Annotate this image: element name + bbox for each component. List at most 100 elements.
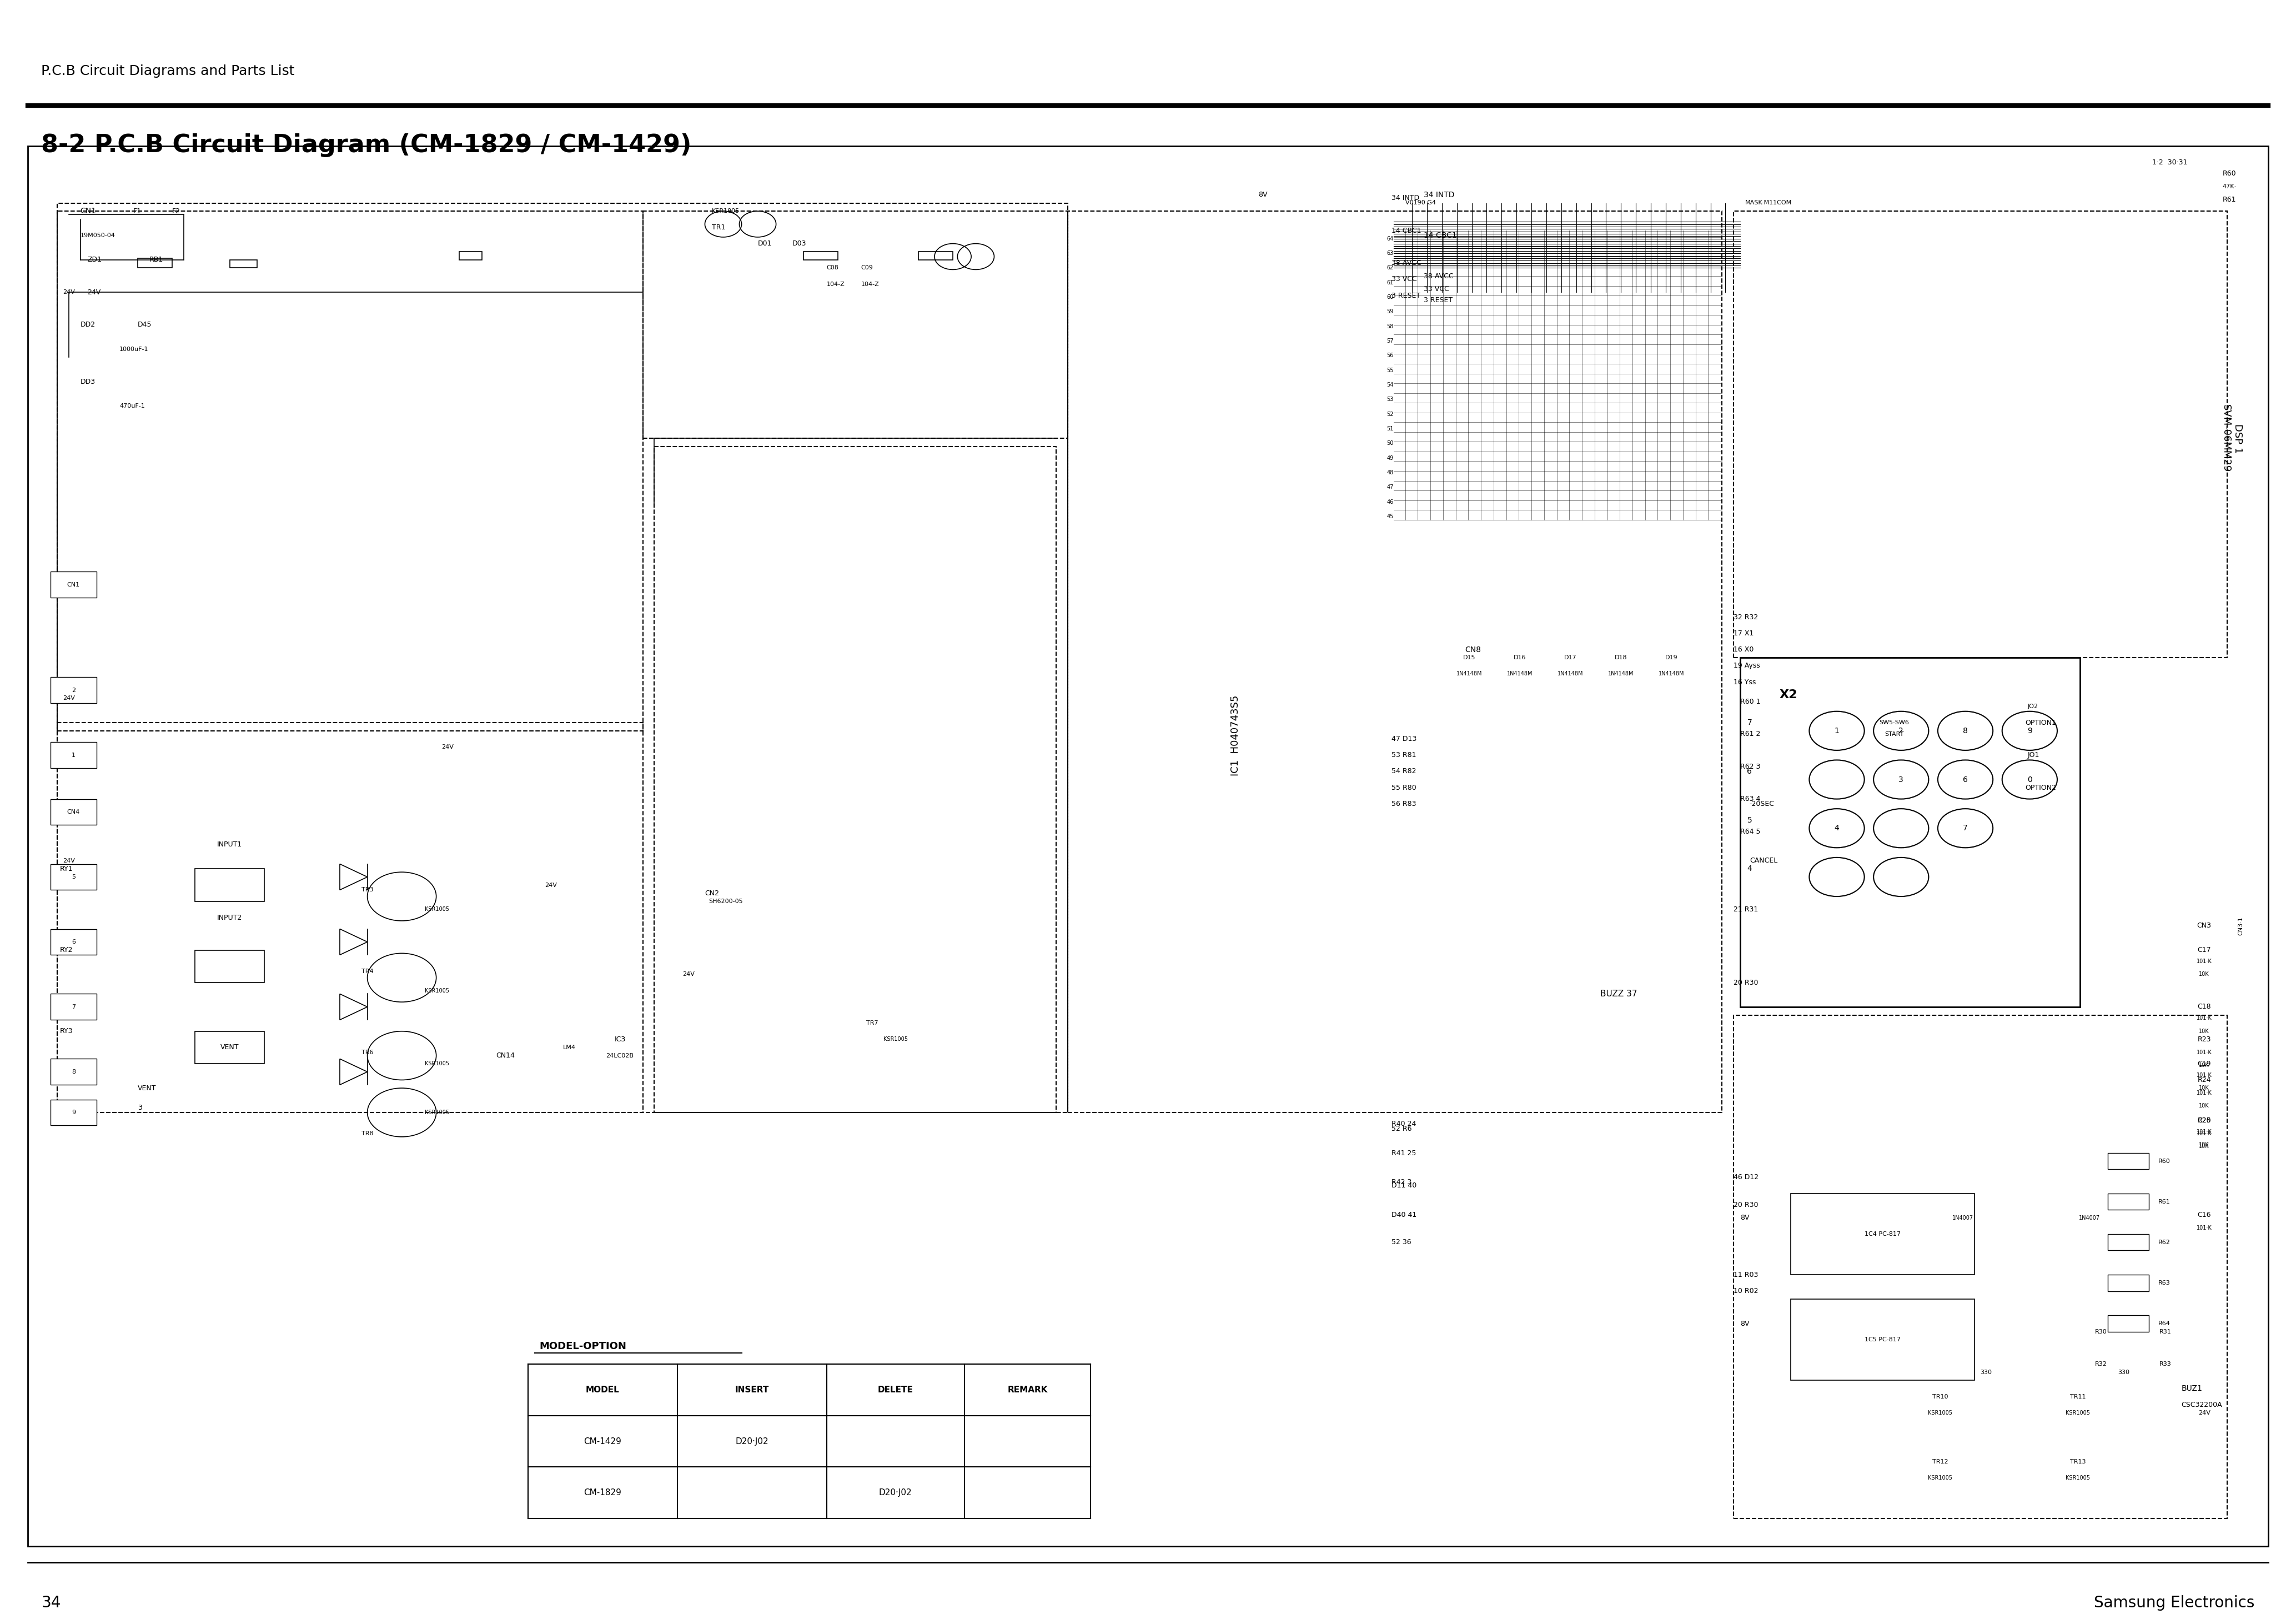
Text: IC3: IC3 bbox=[615, 1036, 625, 1043]
Text: 45: 45 bbox=[1387, 513, 1394, 520]
Text: 56 R83: 56 R83 bbox=[1391, 801, 1417, 807]
Text: KSR1005: KSR1005 bbox=[425, 987, 450, 994]
Text: TR12: TR12 bbox=[1933, 1458, 1947, 1465]
Text: DD3: DD3 bbox=[80, 378, 96, 385]
Text: R63: R63 bbox=[2158, 1280, 2170, 1286]
Text: D20·J02: D20·J02 bbox=[879, 1489, 912, 1497]
Text: C17: C17 bbox=[2197, 947, 2211, 953]
Text: OPTION1: OPTION1 bbox=[2025, 719, 2057, 726]
Text: 16 Yss: 16 Yss bbox=[1733, 679, 1756, 685]
Text: START: START bbox=[1885, 731, 1903, 737]
Text: SW5·SW6: SW5·SW6 bbox=[1878, 719, 1910, 726]
Text: 10K: 10K bbox=[2200, 1103, 2209, 1109]
FancyBboxPatch shape bbox=[51, 572, 96, 598]
Text: REMARK: REMARK bbox=[1008, 1385, 1047, 1393]
FancyBboxPatch shape bbox=[138, 258, 172, 268]
Text: C20: C20 bbox=[2197, 1117, 2211, 1124]
Text: R30: R30 bbox=[2094, 1328, 2108, 1335]
Text: RY2: RY2 bbox=[60, 947, 73, 953]
Text: TR11: TR11 bbox=[2071, 1393, 2085, 1400]
Text: 8V: 8V bbox=[1258, 192, 1267, 198]
Text: 19 Ayss: 19 Ayss bbox=[1733, 663, 1761, 669]
Text: 20 R30: 20 R30 bbox=[1733, 979, 1759, 986]
FancyBboxPatch shape bbox=[51, 929, 96, 955]
Text: OPTION2: OPTION2 bbox=[2025, 784, 2057, 791]
Text: 10K: 10K bbox=[2200, 1085, 2209, 1091]
Text: D18: D18 bbox=[1614, 654, 1628, 661]
Text: 1N4007: 1N4007 bbox=[1952, 1215, 1975, 1221]
Text: RY1: RY1 bbox=[60, 866, 73, 872]
Text: INSERT: INSERT bbox=[735, 1385, 769, 1393]
Text: 3: 3 bbox=[138, 1104, 142, 1111]
Text: 53: 53 bbox=[1387, 396, 1394, 403]
FancyBboxPatch shape bbox=[51, 994, 96, 1020]
Text: 60: 60 bbox=[1387, 294, 1394, 300]
Text: 56: 56 bbox=[1387, 352, 1394, 359]
Text: 8-2 P.C.B Circuit Diagram (CM-1829 / CM-1429): 8-2 P.C.B Circuit Diagram (CM-1829 / CM-… bbox=[41, 133, 691, 158]
Text: 1N4148M: 1N4148M bbox=[1557, 671, 1584, 677]
Text: 24V: 24V bbox=[62, 857, 76, 864]
Text: 1C5 PC-817: 1C5 PC-817 bbox=[1864, 1337, 1901, 1343]
Text: R60: R60 bbox=[2223, 171, 2236, 177]
Text: KSR1005: KSR1005 bbox=[712, 208, 739, 214]
Text: 63: 63 bbox=[1387, 250, 1394, 257]
Text: C19: C19 bbox=[2197, 1060, 2211, 1067]
Text: 101·K: 101·K bbox=[2197, 1072, 2211, 1078]
Text: 330: 330 bbox=[1979, 1369, 1993, 1376]
Text: C18: C18 bbox=[2197, 1004, 2211, 1010]
Text: R63 4: R63 4 bbox=[1740, 796, 1761, 802]
FancyBboxPatch shape bbox=[51, 1099, 96, 1125]
Text: R64: R64 bbox=[2158, 1320, 2170, 1327]
Text: 8V: 8V bbox=[1740, 1320, 1750, 1327]
FancyBboxPatch shape bbox=[51, 677, 96, 703]
FancyBboxPatch shape bbox=[459, 252, 482, 260]
Text: CN1: CN1 bbox=[80, 208, 96, 214]
Text: 10K: 10K bbox=[2200, 971, 2209, 978]
Text: 20 R30: 20 R30 bbox=[1733, 1202, 1759, 1208]
Text: 64: 64 bbox=[1387, 235, 1394, 242]
Text: CN1: CN1 bbox=[67, 581, 80, 588]
Text: ZD1: ZD1 bbox=[87, 257, 101, 263]
FancyBboxPatch shape bbox=[51, 864, 96, 890]
Text: 24V: 24V bbox=[682, 971, 696, 978]
Text: X2: X2 bbox=[1779, 690, 1798, 700]
Text: 52: 52 bbox=[1387, 411, 1394, 417]
Text: 58: 58 bbox=[1387, 323, 1394, 330]
Text: 52 36: 52 36 bbox=[1391, 1239, 1412, 1246]
Text: KSR1005: KSR1005 bbox=[425, 906, 450, 913]
FancyBboxPatch shape bbox=[195, 950, 264, 983]
Text: 38 AVCC: 38 AVCC bbox=[1391, 260, 1421, 266]
Text: IC1  H040743S5: IC1 H040743S5 bbox=[1231, 695, 1240, 776]
Text: DELETE: DELETE bbox=[877, 1385, 914, 1393]
Text: TR7: TR7 bbox=[866, 1020, 879, 1026]
Text: R62 3: R62 3 bbox=[1740, 763, 1761, 770]
Text: R25: R25 bbox=[2197, 1117, 2211, 1124]
FancyBboxPatch shape bbox=[2108, 1153, 2149, 1169]
Text: 101·K: 101·K bbox=[2197, 1049, 2211, 1056]
Text: 55: 55 bbox=[1387, 367, 1394, 374]
Text: R42 3: R42 3 bbox=[1391, 1179, 1412, 1186]
Text: CANCEL: CANCEL bbox=[1750, 857, 1777, 864]
Text: KSR1005: KSR1005 bbox=[2066, 1410, 2089, 1416]
Text: R61: R61 bbox=[2158, 1199, 2170, 1205]
Text: 1N4148M: 1N4148M bbox=[1607, 671, 1635, 677]
Text: CN4: CN4 bbox=[67, 809, 80, 815]
FancyBboxPatch shape bbox=[51, 1059, 96, 1085]
FancyBboxPatch shape bbox=[2108, 1194, 2149, 1210]
Text: CM-1429: CM-1429 bbox=[583, 1437, 622, 1445]
Text: R62: R62 bbox=[2158, 1239, 2170, 1246]
Text: 19M050-04: 19M050-04 bbox=[80, 232, 115, 239]
Text: 61: 61 bbox=[1387, 279, 1394, 286]
Text: F2: F2 bbox=[172, 208, 181, 214]
Text: CN3: CN3 bbox=[2197, 922, 2211, 929]
Text: 34 INTD: 34 INTD bbox=[1424, 192, 1453, 198]
Text: 104-Z: 104-Z bbox=[861, 281, 879, 287]
Text: 54: 54 bbox=[1387, 382, 1394, 388]
Text: TR8: TR8 bbox=[360, 1130, 374, 1137]
Text: 48: 48 bbox=[1387, 469, 1394, 476]
Text: INPUT2: INPUT2 bbox=[218, 914, 241, 921]
Text: MODEL-OPTION: MODEL-OPTION bbox=[540, 1341, 627, 1351]
Text: D15: D15 bbox=[1463, 654, 1476, 661]
Text: 50: 50 bbox=[1387, 440, 1394, 447]
Text: BUZZ 37: BUZZ 37 bbox=[1600, 989, 1637, 999]
